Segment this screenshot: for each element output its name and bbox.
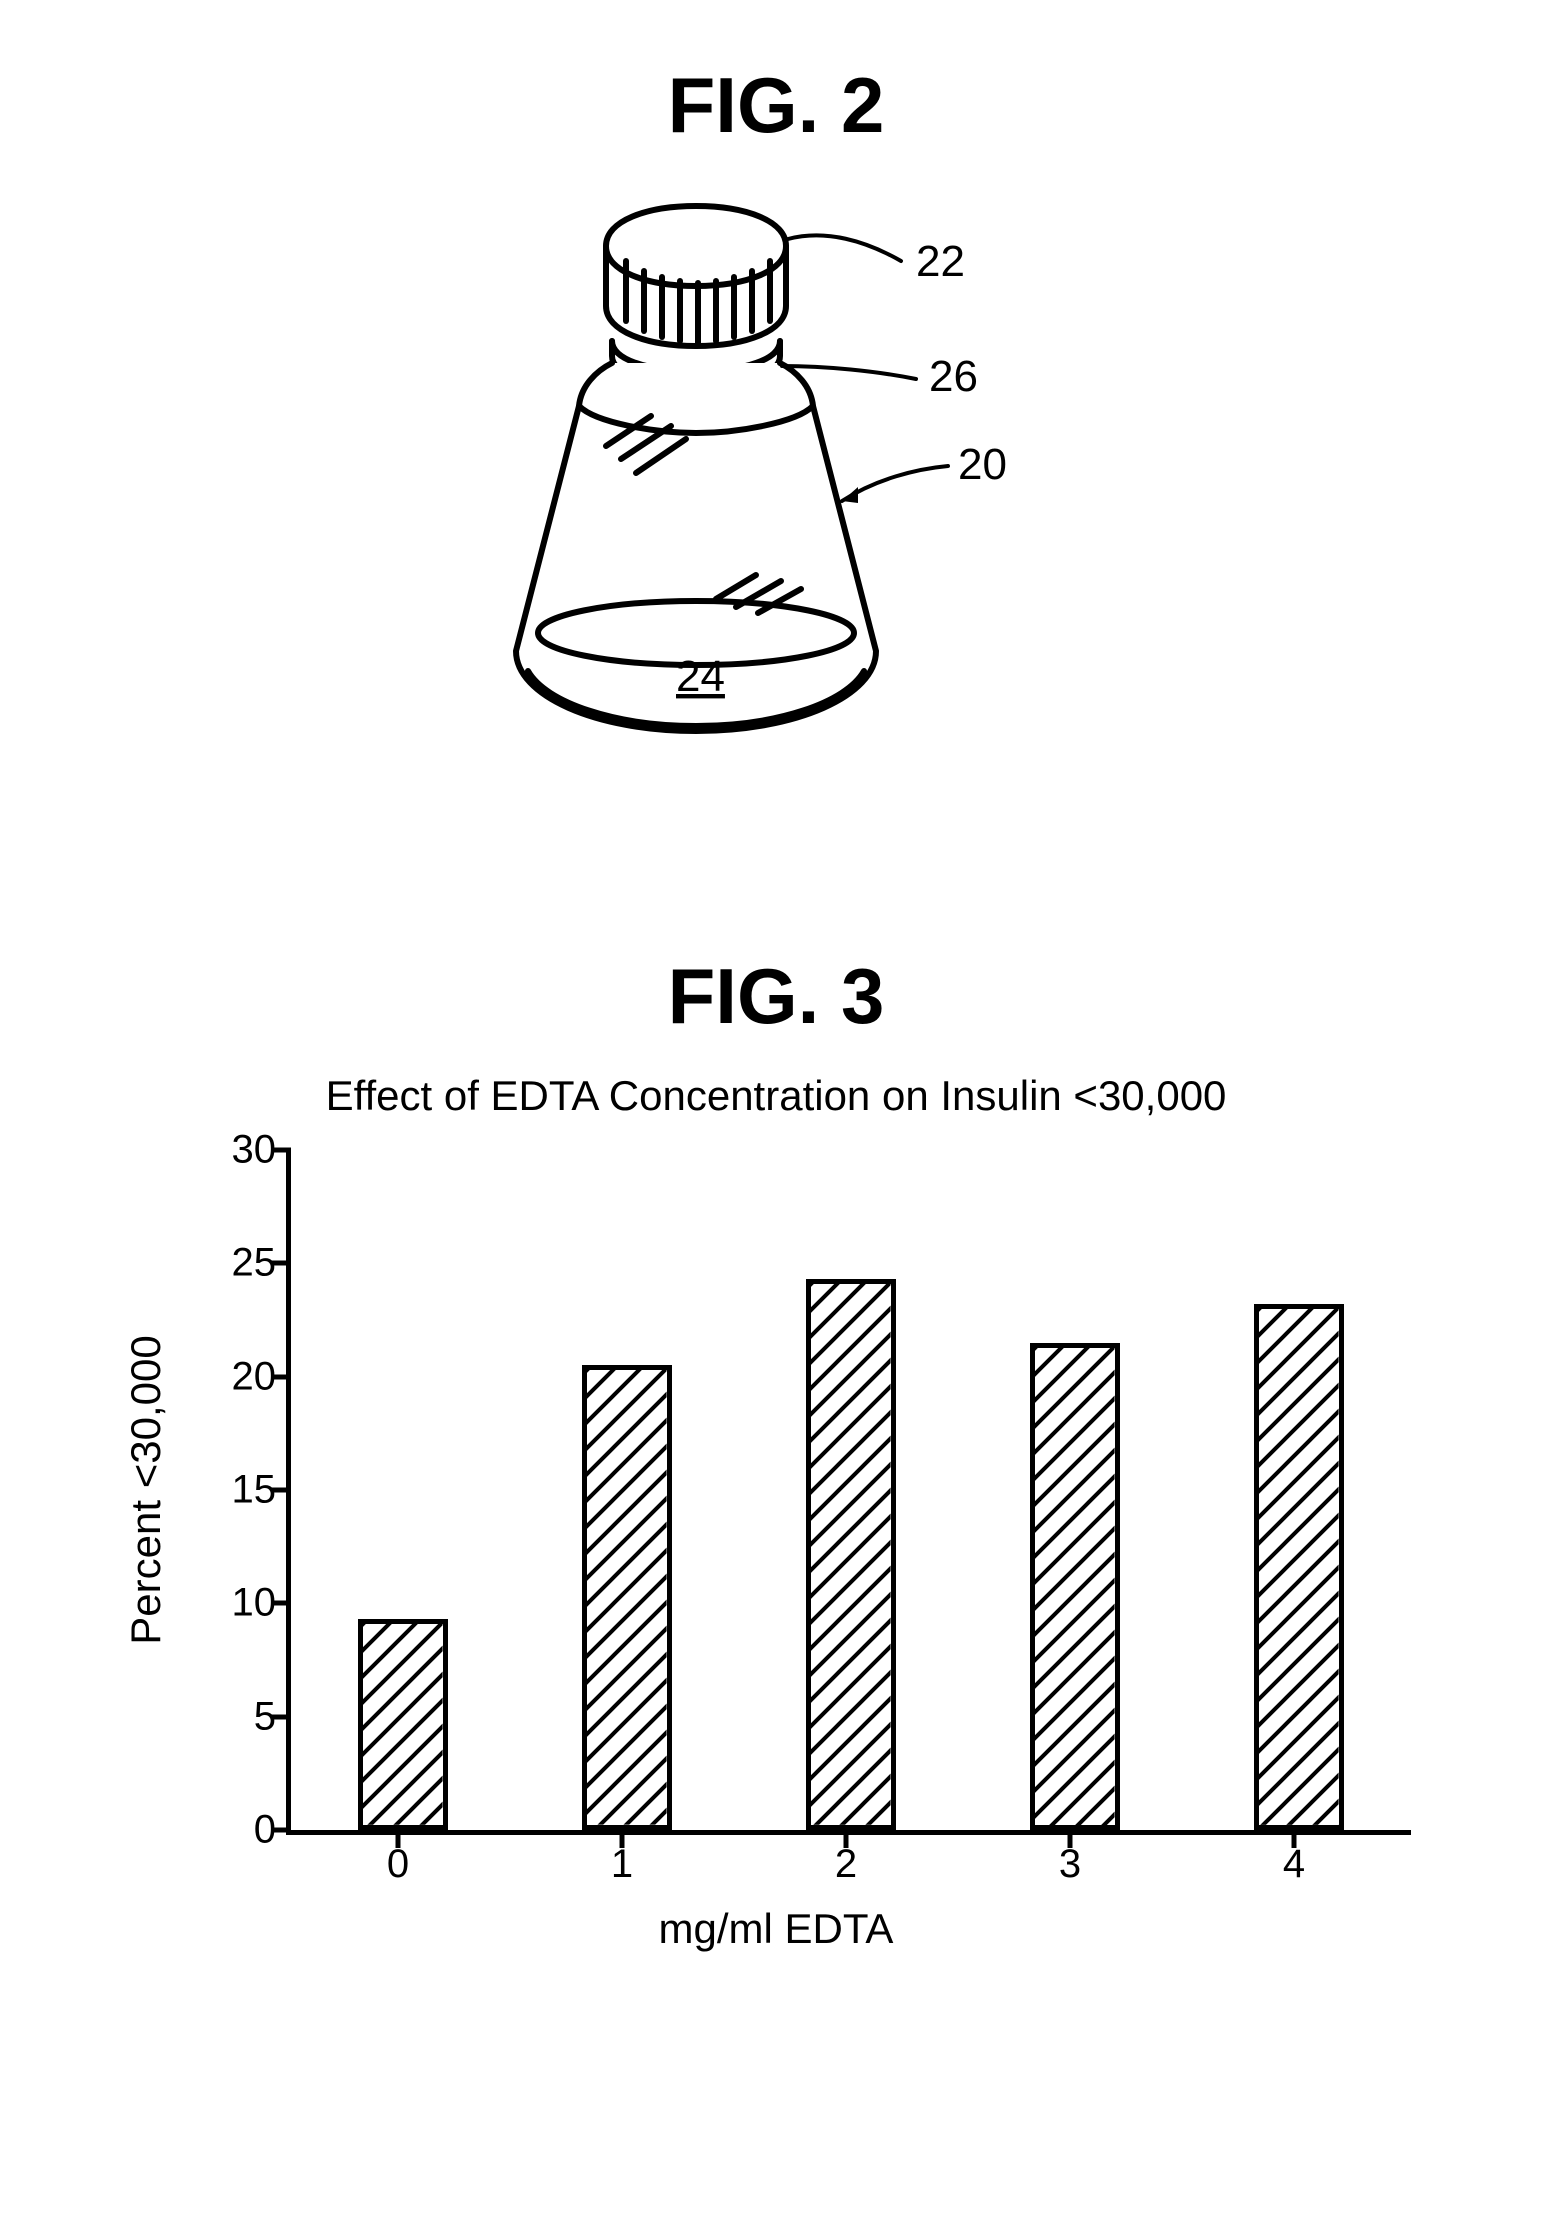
y-axis-label: Percent <30,000 <box>122 1335 170 1644</box>
y-tick-label: 25 <box>216 1241 276 1286</box>
bar <box>1030 1343 1120 1830</box>
bar <box>358 1619 448 1830</box>
y-tick-label: 30 <box>216 1128 276 1173</box>
x-axis-label: mg/ml EDTA <box>659 1905 894 1953</box>
fig2-label-body: 20 <box>958 440 1007 489</box>
chart-title: Effect of EDTA Concentration on Insulin … <box>0 1072 1552 1120</box>
y-tick-mark <box>271 1261 291 1266</box>
fig3-container: FIG. 3 Effect of EDTA Concentration on I… <box>0 951 1552 1990</box>
fig2-label-cap: 22 <box>916 237 965 286</box>
y-tick-mark <box>271 1601 291 1606</box>
x-tick-label: 0 <box>387 1842 409 1887</box>
y-tick-label: 20 <box>216 1354 276 1399</box>
y-tick-mark <box>271 1828 291 1833</box>
fig2-drawing: 22 26 20 24 <box>396 191 1156 751</box>
x-tick-label: 4 <box>1283 1842 1305 1887</box>
y-tick-label: 5 <box>216 1694 276 1739</box>
fig2-label-neck: 26 <box>929 352 978 401</box>
fig2-label-liquid: 24 <box>676 652 725 701</box>
y-tick-mark <box>271 1374 291 1379</box>
fig2-container: FIG. 2 <box>0 60 1552 751</box>
y-tick-label: 0 <box>216 1808 276 1853</box>
y-tick-label: 10 <box>216 1581 276 1626</box>
y-tick-mark <box>271 1714 291 1719</box>
x-tick-label: 2 <box>835 1842 857 1887</box>
bar <box>582 1365 672 1830</box>
x-tick-label: 1 <box>611 1842 633 1887</box>
bar <box>1254 1304 1344 1830</box>
y-tick-mark <box>271 1488 291 1493</box>
y-tick-label: 15 <box>216 1468 276 1513</box>
fig2-title: FIG. 2 <box>0 60 1552 151</box>
fig3-title: FIG. 3 <box>0 951 1552 1042</box>
plot-area <box>286 1150 1411 1835</box>
y-tick-mark <box>271 1148 291 1153</box>
bar-chart: Percent <30,000 mg/ml EDTA 0510152025300… <box>126 1130 1426 1990</box>
x-tick-label: 3 <box>1059 1842 1081 1887</box>
bar <box>806 1279 896 1830</box>
